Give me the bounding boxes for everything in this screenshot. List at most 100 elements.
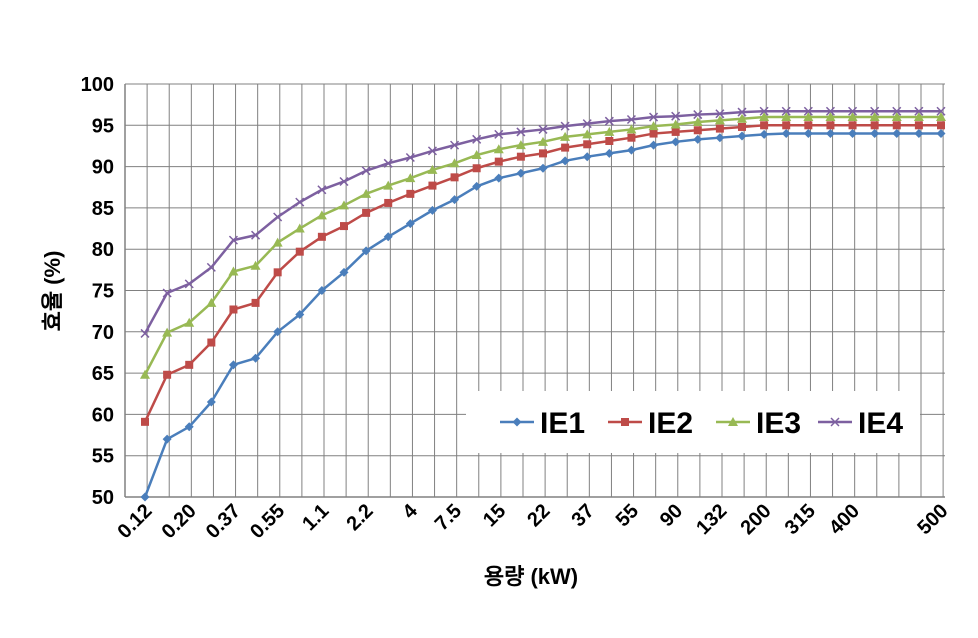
y-tick-label: 80 bbox=[92, 239, 114, 261]
data-point bbox=[162, 434, 172, 444]
data-point bbox=[869, 112, 880, 122]
data-point bbox=[515, 140, 526, 150]
data-point bbox=[621, 418, 629, 426]
data-point bbox=[406, 189, 415, 198]
data-point bbox=[185, 360, 194, 369]
x-tick-label: 7.5 bbox=[431, 500, 466, 535]
data-point bbox=[228, 235, 238, 245]
y-tick-label: 100 bbox=[81, 74, 114, 96]
data-point bbox=[383, 158, 393, 168]
data-point bbox=[228, 266, 239, 276]
data-point bbox=[671, 137, 681, 147]
x-axis-title: 용량 (kW) bbox=[484, 564, 578, 589]
data-point bbox=[450, 140, 460, 150]
axes bbox=[124, 84, 945, 498]
data-point bbox=[826, 121, 835, 130]
data-point bbox=[384, 198, 393, 207]
data-point bbox=[781, 112, 792, 122]
y-tick-label: 50 bbox=[92, 487, 114, 509]
data-point bbox=[693, 134, 703, 144]
data-point bbox=[914, 106, 924, 116]
legend-label: IE3 bbox=[756, 407, 801, 440]
legend-label: IE1 bbox=[540, 407, 585, 440]
y-tick-label: 65 bbox=[92, 363, 114, 385]
data-point bbox=[539, 149, 547, 158]
data-point bbox=[830, 417, 840, 427]
data-point bbox=[538, 163, 548, 173]
data-point bbox=[781, 129, 791, 139]
data-point bbox=[427, 205, 437, 215]
data-point bbox=[626, 124, 637, 134]
data-point bbox=[627, 133, 636, 142]
data-point bbox=[538, 136, 548, 146]
data-point bbox=[339, 200, 349, 210]
y-tick-label: 90 bbox=[92, 157, 114, 179]
data-point bbox=[340, 222, 348, 231]
data-point bbox=[891, 112, 902, 122]
y-tick-label: 85 bbox=[92, 198, 114, 220]
series-ie3 bbox=[140, 112, 946, 379]
data-point bbox=[759, 112, 770, 122]
data-point bbox=[693, 126, 702, 135]
data-point bbox=[494, 129, 504, 139]
series-group bbox=[140, 106, 946, 502]
data-point bbox=[494, 173, 504, 183]
data-point bbox=[648, 121, 659, 131]
data-point bbox=[229, 305, 238, 314]
data-point bbox=[913, 112, 924, 122]
data-point bbox=[605, 136, 614, 145]
data-point bbox=[847, 112, 858, 122]
data-point bbox=[405, 173, 416, 183]
data-point bbox=[450, 195, 460, 205]
data-point bbox=[317, 232, 326, 241]
data-point bbox=[251, 298, 260, 307]
x-tick-label: 2.2 bbox=[342, 500, 377, 535]
data-point bbox=[494, 157, 503, 166]
data-point bbox=[383, 180, 394, 190]
data-point bbox=[472, 181, 482, 191]
data-point bbox=[140, 328, 150, 338]
data-point bbox=[560, 131, 571, 141]
data-point bbox=[295, 247, 304, 256]
data-point bbox=[206, 262, 216, 272]
data-point bbox=[449, 158, 460, 168]
data-point bbox=[782, 121, 791, 130]
data-point bbox=[251, 353, 261, 363]
data-point bbox=[825, 112, 836, 122]
data-point bbox=[848, 129, 858, 139]
data-point bbox=[870, 106, 880, 116]
data-point bbox=[649, 112, 659, 122]
data-point bbox=[273, 212, 283, 222]
data-point bbox=[936, 129, 946, 139]
data-point bbox=[339, 267, 349, 277]
x-tick-label: 37 bbox=[567, 500, 598, 531]
data-point bbox=[317, 286, 327, 295]
x-tick-labels: 0.12 0.20 0.37 0.55 1.1 2.2 4 7.5 15 22 37 55 90 132 2… bbox=[113, 499, 952, 543]
data-point bbox=[272, 237, 283, 247]
data-point bbox=[472, 164, 481, 173]
data-point bbox=[671, 127, 680, 136]
data-point bbox=[316, 210, 327, 220]
data-point bbox=[471, 150, 482, 160]
legend-item: IE4 bbox=[818, 407, 903, 440]
data-point bbox=[582, 152, 592, 162]
y-tick-label: 60 bbox=[92, 404, 114, 426]
legend-label: IE2 bbox=[648, 407, 693, 440]
data-point bbox=[936, 106, 946, 116]
data-point bbox=[692, 116, 703, 126]
data-point bbox=[892, 106, 902, 116]
x-tick-label: 4 bbox=[398, 499, 422, 523]
data-point bbox=[892, 121, 901, 130]
x-tick-label: 1.1 bbox=[298, 500, 333, 535]
data-point bbox=[715, 133, 725, 143]
data-point bbox=[516, 127, 526, 137]
data-point bbox=[825, 129, 835, 139]
data-point bbox=[582, 119, 592, 129]
data-point bbox=[914, 129, 924, 139]
x-tick-label: 0.37 bbox=[202, 500, 245, 543]
x-tick-label: 15 bbox=[479, 500, 510, 531]
data-point bbox=[604, 126, 615, 136]
y-tick-label: 70 bbox=[92, 322, 114, 344]
data-point bbox=[317, 185, 327, 195]
data-point bbox=[472, 134, 482, 144]
